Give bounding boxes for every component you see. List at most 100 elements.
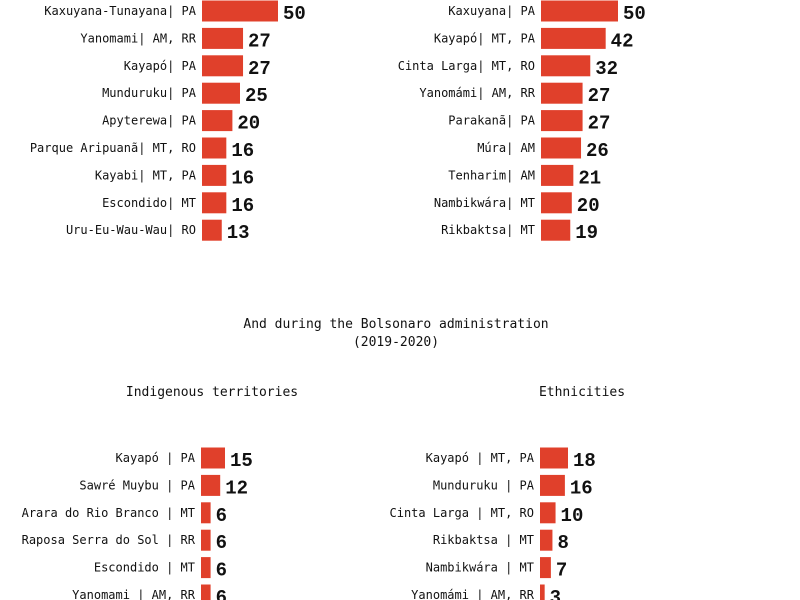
category-label: Nambikwára| MT [434,196,535,210]
category-label: Apyterewa| PA [102,114,197,128]
category-label: Yanomámi | AM, RR [411,588,535,600]
category-label: Rikbaktsa | MT [433,533,534,547]
data-label: 6 [216,532,227,554]
bar [201,447,225,469]
bar-chart-2: Kaxuyana| PA 50 Kayapó| MT, PA 42 Cinta Larg… [398,0,646,244]
category-label: Cinta Larga | MT, RO [390,506,535,520]
bar [202,219,222,241]
bar [541,27,606,49]
data-label: 7 [556,560,567,582]
bar [541,110,583,132]
data-label: 16 [570,477,593,499]
category-label: Tenharim| AM [448,168,535,182]
data-label: 27 [588,85,611,107]
data-label: 42 [611,30,634,52]
data-label: 6 [216,505,227,527]
data-label: 8 [557,532,568,554]
category-label: Parque Aripuanã| MT, RO [30,141,196,155]
data-label: 16 [231,195,254,217]
category-label: Cinta Larga| MT, RO [398,59,535,73]
bar [541,164,574,186]
category-label: Escondido| MT [102,196,196,210]
category-label: Sawré Muybu | PA [79,478,195,492]
bar [201,502,211,524]
category-label: Parakanã| PA [448,114,535,128]
category-label: Nambikwára | MT [426,561,534,575]
data-label: 13 [227,222,250,244]
bar [202,27,244,49]
data-label: 12 [225,477,248,499]
category-label: Munduruku | PA [433,478,535,492]
data-label: 25 [245,85,268,107]
data-label: 16 [231,167,254,189]
data-label: 27 [248,30,271,52]
category-label: Arara do Rio Branco | MT [22,506,195,520]
category-label: Kayapó | PA [116,451,196,465]
bar [202,164,227,186]
data-label: 50 [623,3,646,25]
category-label: Yanomami| AM, RR [80,31,196,45]
bar [201,557,211,579]
data-label: 27 [588,113,611,135]
bar [541,137,582,159]
data-label: 20 [237,113,260,135]
bar-chart-1: Kaxuyana-Tunayana| PA 50 Yanomami| AM, RR 2… [30,0,306,244]
data-label: 21 [578,167,601,189]
data-label: 27 [248,58,271,80]
data-label: 10 [561,505,584,527]
data-label: 19 [575,222,598,244]
bar [202,55,244,77]
category-label: Rikbaktsa| MT [441,223,535,237]
bar [541,192,572,214]
category-label: Yanomámi| AM, RR [419,86,535,100]
data-label: 50 [283,3,306,25]
section-heading-line1: And during the Bolsonaro administration [243,317,548,332]
category-label: Kayapó | MT, PA [426,451,535,465]
section-heading-line2: (2019-2020) [353,335,439,350]
bars-layer: Kaxuyana-Tunayana| PA 50 Yanomami| AM, RR 2… [22,0,646,600]
chart-title-territories: Indigenous territories [126,385,298,400]
category-label: Kaxuyana| PA [448,4,535,18]
bar [201,474,221,496]
category-label: Kayapó| MT, PA [434,31,536,45]
data-label: 3 [550,587,561,600]
category-label: Raposa Serra do Sol | RR [22,533,196,547]
bar [202,82,240,104]
data-label: 15 [230,450,253,472]
data-label: 32 [595,58,618,80]
category-label: Kaxuyana-Tunayana| PA [44,4,196,18]
category-label: Escondido | MT [94,561,195,575]
bar-chart-3: Kayapó | PA 15 Sawré Muybu | PA 12 Arara do … [22,447,253,600]
bar [540,502,556,524]
bar [540,557,551,579]
bar [201,584,211,600]
data-label: 6 [216,560,227,582]
bar-chart-4: Kayapó | MT, PA 18 Munduruku | PA 16 Cinta L… [390,447,596,600]
data-label: 16 [231,140,254,162]
category-label: Kayabi| MT, PA [95,168,197,182]
chart-title-ethnicities: Ethnicities [539,385,625,400]
bar [540,474,565,496]
category-label: Kayapó| PA [124,59,197,73]
bar [541,82,583,104]
bar [202,0,278,22]
data-label: 20 [577,195,600,217]
bar [541,219,571,241]
data-label: 26 [586,140,609,162]
category-label: Munduruku| PA [102,86,197,100]
category-label: Yanomami | AM, RR [72,588,196,600]
bar [540,447,568,469]
bar [202,110,233,132]
bar [541,0,618,22]
bar [541,55,591,77]
category-label: Múra| AM [477,141,535,155]
bar [540,584,545,600]
data-label: 18 [573,450,596,472]
bar [202,137,227,159]
bar [202,192,227,214]
category-label: Uru-Eu-Wau-Wau| RO [66,223,196,237]
bar [201,529,211,551]
bar [540,529,553,551]
data-label: 6 [216,587,227,600]
